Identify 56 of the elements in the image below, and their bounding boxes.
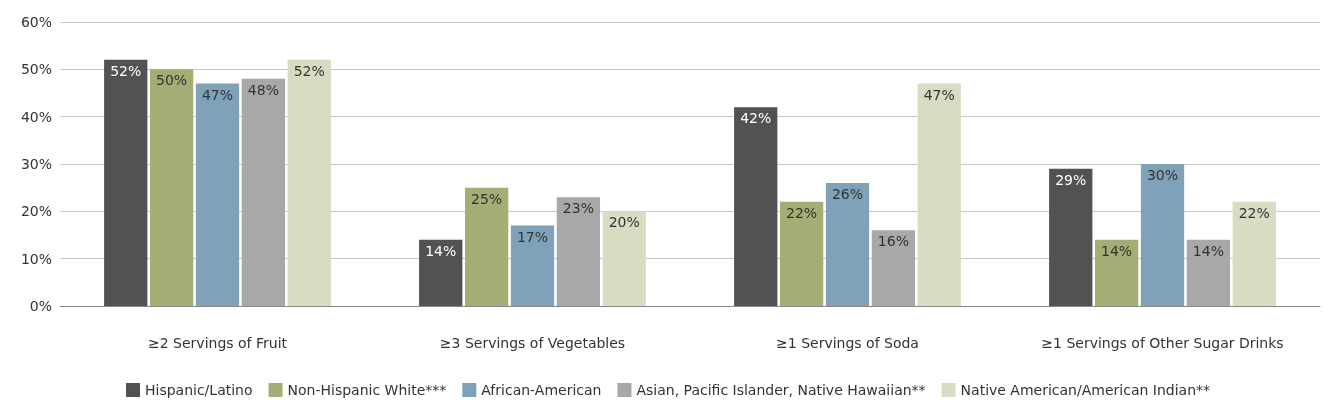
y-tick-label: 60% [20, 14, 52, 30]
data-label: 14% [1192, 242, 1224, 259]
y-tick-label: 0% [29, 298, 52, 314]
bar [419, 239, 463, 306]
data-label: 14% [1101, 242, 1133, 259]
bar [1049, 168, 1093, 306]
bar [287, 59, 331, 306]
x-tick-label: ≥1 Servings of Other Sugar Drinks [1041, 335, 1284, 351]
data-label: 42% [740, 110, 772, 127]
bar [1232, 201, 1276, 306]
data-label: 52% [110, 62, 142, 79]
x-tick-label: ≥2 Servings of Fruit [147, 335, 288, 351]
bar [917, 83, 961, 306]
y-tick-label: 50% [20, 61, 52, 78]
bar [871, 230, 916, 306]
bar [1186, 239, 1231, 306]
x-tick-label: ≥1 Servings of Soda [776, 335, 919, 351]
bar [779, 201, 824, 306]
bar [825, 182, 870, 306]
data-label: 47% [201, 86, 234, 103]
bar [1094, 239, 1139, 306]
y-tick-label: 10% [20, 250, 52, 267]
data-label: 23% [562, 200, 594, 217]
data-label: 29% [1055, 171, 1087, 188]
data-label: 14% [425, 242, 457, 259]
y-tick-label: 20% [20, 203, 52, 220]
bar [1140, 164, 1185, 306]
bar [104, 59, 148, 306]
legend-label: Native American/American Indian** [960, 382, 1211, 398]
x-tick-label: ≥3 Servings of Vegetables [439, 335, 626, 351]
data-label: 25% [471, 190, 503, 207]
legend-label: Asian, Pacific Islander, Native Hawaiian** [636, 382, 926, 398]
data-label: 48% [247, 81, 279, 98]
legend-label: Non-Hispanic White*** [287, 382, 447, 398]
bar [556, 197, 601, 306]
data-label: 20% [608, 214, 640, 231]
data-label: 30% [1146, 167, 1179, 183]
y-tick-label: 30% [20, 156, 52, 172]
legend-label: African-American [481, 382, 602, 398]
data-label: 50% [156, 72, 188, 89]
bar [149, 69, 194, 306]
legend-label: Hispanic/Latino [144, 382, 253, 398]
data-label: 26% [831, 185, 864, 202]
bar [734, 107, 778, 306]
bar [602, 211, 646, 306]
bar [510, 225, 555, 306]
y-tick-label: 40% [20, 108, 52, 125]
bar [195, 83, 240, 306]
data-label: 52% [293, 62, 325, 79]
bar [464, 187, 509, 306]
data-label: 22% [1238, 204, 1270, 221]
data-label: 22% [786, 204, 818, 221]
data-label: 16% [877, 233, 909, 250]
bar [241, 78, 286, 306]
data-label: 17% [516, 228, 549, 245]
data-label: 47% [923, 86, 955, 103]
